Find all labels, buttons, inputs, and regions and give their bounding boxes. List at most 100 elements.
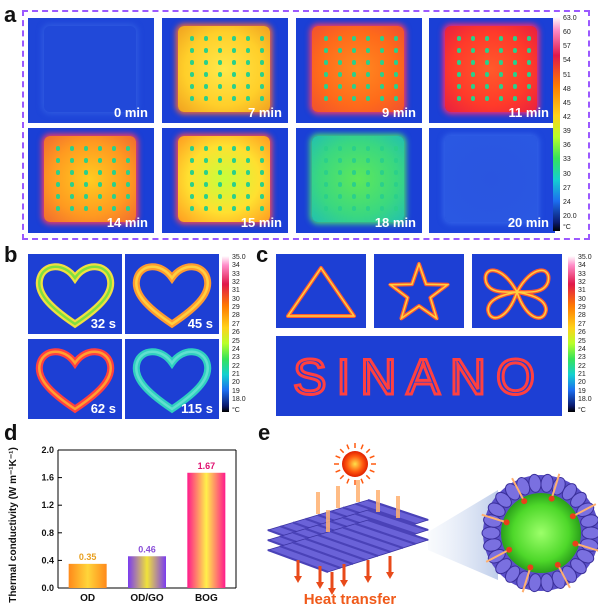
lattice-pore xyxy=(218,194,222,199)
panel-b-colorbar: 35.0 34 33 32 31 30 29 28 27 26 25 24 23 22 21 20 19 18.0… xyxy=(222,254,252,414)
lattice-pore xyxy=(338,96,342,101)
colorbar-tick-label: 30 xyxy=(578,295,586,303)
lattice-pore xyxy=(352,96,356,101)
colorbar-tick-label: 23 xyxy=(232,354,240,362)
printed-lattice xyxy=(178,136,270,222)
lattice-pore xyxy=(190,194,194,199)
lattice-pore xyxy=(352,146,356,151)
lattice-pore xyxy=(204,182,208,187)
lattice-pore xyxy=(513,96,517,101)
time-label: 9 min xyxy=(382,105,416,120)
lattice-pore xyxy=(485,48,489,53)
lattice-pore xyxy=(338,158,342,163)
bar-value-label: 1.67 xyxy=(198,461,216,471)
thermal-image-tile: 14 min xyxy=(28,128,154,233)
lattice-pore xyxy=(70,170,74,175)
lattice-pore xyxy=(366,72,370,77)
colorbar-tick-label: 30 xyxy=(563,170,571,178)
lattice-pore xyxy=(204,36,208,41)
lattice-pore xyxy=(204,72,208,77)
colorbar-tick-label: 33 xyxy=(578,270,586,278)
time-label: 32 s xyxy=(90,316,116,331)
colorbar-tick-label: 26 xyxy=(232,329,240,337)
printed-lattice xyxy=(312,136,404,222)
lattice-pore xyxy=(485,84,489,89)
lattice-pore xyxy=(366,194,370,199)
lattice-pore xyxy=(260,48,264,53)
lattice-pore xyxy=(232,96,236,101)
time-label: 18 min xyxy=(374,215,416,230)
y-tick-label: 2.0 xyxy=(41,445,54,455)
lattice-pore xyxy=(394,158,398,163)
triangle-print xyxy=(286,266,356,318)
lattice-pore xyxy=(126,194,130,199)
lattice-pore xyxy=(380,158,384,163)
lattice-pore xyxy=(84,158,88,163)
panel-label-d: d xyxy=(4,420,18,445)
lattice-pore xyxy=(366,36,370,41)
thermal-image-tile: 15 min xyxy=(162,128,288,233)
lattice-pore xyxy=(485,36,489,41)
lattice-pore xyxy=(204,48,208,53)
lattice-pore xyxy=(84,194,88,199)
lattice-pore xyxy=(499,96,503,101)
lattice-pore xyxy=(352,158,356,163)
colorbar-tick-label: 45 xyxy=(563,99,571,107)
lattice-pore xyxy=(380,194,384,199)
printed-lattice xyxy=(44,136,136,222)
heat-transfer-caption: Heat transfer xyxy=(304,591,397,608)
colorbar-tick-label: 39 xyxy=(563,128,571,136)
lattice-pore xyxy=(352,84,356,89)
lattice-pore xyxy=(232,170,236,175)
lattice-pore xyxy=(324,96,328,101)
bar xyxy=(68,563,107,588)
lattice-pore xyxy=(204,206,208,211)
lattice-pore xyxy=(232,72,236,77)
lattice-pore xyxy=(218,158,222,163)
panel-label-b: b xyxy=(4,242,18,267)
lattice-pore xyxy=(513,72,517,77)
lattice-pore xyxy=(394,48,398,53)
lattice-pore xyxy=(204,170,208,175)
time-label: 62 s xyxy=(90,401,116,416)
lattice-pore xyxy=(246,170,250,175)
lattice-pore xyxy=(232,182,236,187)
lattice-pore xyxy=(485,96,489,101)
lattice-pore xyxy=(324,158,328,163)
lattice-pore xyxy=(246,84,250,89)
colorbar-tick-label: 20 xyxy=(232,379,240,387)
y-axis-label: Thermal conductivity (W m⁻¹K⁻¹) xyxy=(8,447,19,603)
lattice-pore xyxy=(190,60,194,65)
lattice-pore xyxy=(260,146,264,151)
colorbar-tick-label: 32 xyxy=(232,279,240,287)
colorbar-tick-label: 30 xyxy=(232,295,240,303)
lattice-pore xyxy=(471,96,475,101)
lattice-pore xyxy=(394,194,398,199)
lattice-pore xyxy=(70,146,74,151)
time-label: 20 min xyxy=(507,215,549,230)
colorbar-tick-label: 27 xyxy=(232,320,240,328)
lattice-pore xyxy=(112,194,116,199)
lattice-pore xyxy=(98,194,102,199)
lattice-pore xyxy=(232,36,236,41)
lattice-pore xyxy=(218,36,222,41)
lattice-pore xyxy=(380,146,384,151)
lattice-pore xyxy=(380,96,384,101)
lattice-pore xyxy=(394,96,398,101)
colorbar-tick-label: 33 xyxy=(563,156,571,164)
lattice-pore xyxy=(246,182,250,187)
lattice-pore xyxy=(260,96,264,101)
sinano-print: SINANO xyxy=(293,349,545,405)
x-tick-label: OD/GO xyxy=(130,593,164,604)
lattice-pore xyxy=(218,60,222,65)
lattice-pore xyxy=(366,96,370,101)
colorbar-tick-label: 20 xyxy=(578,379,586,387)
colorbar-tick-label: 51 xyxy=(563,71,571,79)
colorbar-tick-label: 29 xyxy=(578,304,586,312)
lattice-pore xyxy=(527,72,531,77)
lattice-pore xyxy=(499,72,503,77)
colorbar-tick-label: 54 xyxy=(563,57,571,65)
lattice-pore xyxy=(84,206,88,211)
lattice-pore xyxy=(260,158,264,163)
lattice-pore xyxy=(352,60,356,65)
